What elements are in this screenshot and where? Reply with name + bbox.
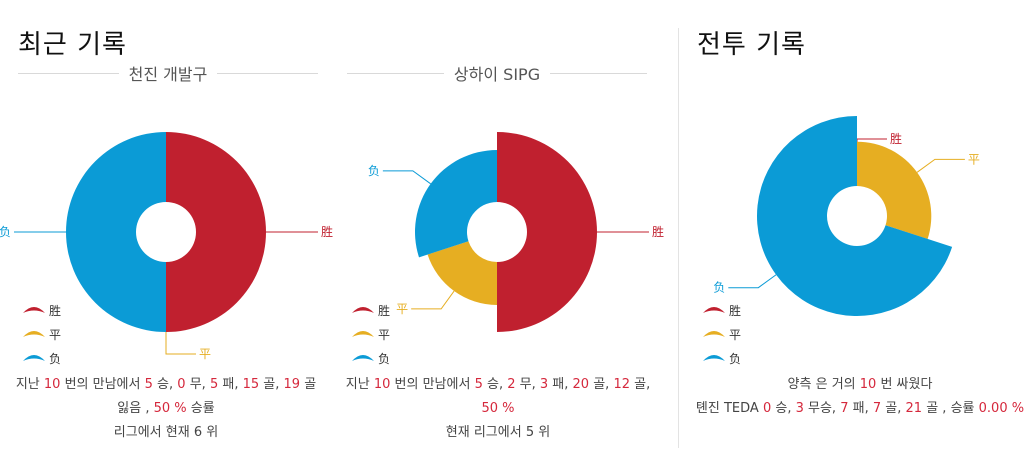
label-leader-line-loss <box>382 170 431 185</box>
pie-slice-draw[interactable] <box>427 241 497 305</box>
label-leader-line-draw <box>916 158 965 173</box>
slice-label-draw: 平 <box>199 347 211 361</box>
slice-label-draw: 平 <box>396 302 408 316</box>
h2h-stats-line2: 톈진 TEDA 0 승, 3 무승, 7 패, 7 골, 21 골 , 승률 0… <box>695 401 1025 416</box>
section-divider <box>678 28 679 448</box>
win-swatch-icon <box>23 307 45 313</box>
pie-slice-draw[interactable] <box>857 141 932 239</box>
legend-loss[interactable]: 负 <box>22 346 61 370</box>
label-leader-line-draw <box>165 332 196 355</box>
pie-slice-loss[interactable] <box>757 116 953 316</box>
pie-slice-loss[interactable] <box>66 132 166 332</box>
legend-loss[interactable]: 负 <box>702 346 741 370</box>
loss-swatch-icon <box>352 355 374 361</box>
team1-name: 천진 개발구 <box>128 65 208 84</box>
pie-center-hole <box>137 203 195 261</box>
draw-swatch-icon <box>352 331 374 337</box>
team2-stats: 지난 10 번의 만남에서 5 승, 2 무, 3 패, 20 골, 12 골,… <box>338 373 658 445</box>
slice-label-win: 胜 <box>652 224 664 239</box>
team2-name: 상하이 SIPG <box>453 65 541 84</box>
team1-stats-line2: 잃음 , 50 % 승률 <box>117 401 215 416</box>
team1-stats-line1: 지난 10 번의 만남에서 5 승, 0 무, 5 패, 15 골, 19 골 <box>15 377 317 392</box>
team2-pie-chart: 胜平 负 <box>368 132 664 332</box>
slice-label-loss: 负 <box>0 225 11 239</box>
team1-header: 천진 개발구 <box>18 62 318 84</box>
team2-stats-line2: 50 % <box>481 401 515 416</box>
legend-draw[interactable]: 平 <box>351 322 390 346</box>
team1-rank: 리그에서 현재 6 위 <box>113 425 219 440</box>
recent-record-title: 최근 기록 <box>18 30 127 60</box>
team1-legend: 胜 平 负 <box>22 298 61 370</box>
h2h-legend: 胜 平 负 <box>702 298 741 370</box>
legend-win[interactable]: 胜 <box>702 298 741 322</box>
loss-swatch-icon <box>703 355 725 361</box>
legend-draw[interactable]: 平 <box>22 322 61 346</box>
team2-header: 상하이 SIPG <box>347 62 648 84</box>
pie-slice-win[interactable] <box>166 132 266 332</box>
pie-center-hole <box>828 187 886 245</box>
slice-label-win: 胜 <box>321 224 333 239</box>
loss-swatch-icon <box>23 355 45 361</box>
team1-stats: 지난 10 번의 만남에서 5 승, 0 무, 5 패, 15 골, 19 골 … <box>10 373 322 445</box>
draw-swatch-icon <box>23 331 45 337</box>
h2h-stats-line1: 양측 은 거의 10 번 싸웠다 <box>787 377 933 392</box>
label-leader-line-loss <box>728 274 777 289</box>
draw-swatch-icon <box>703 331 725 337</box>
pie-center-hole <box>468 203 526 261</box>
pie-slice-win[interactable] <box>497 132 597 332</box>
slice-label-loss: 负 <box>368 164 380 178</box>
team2-rank: 현재 리그에서 5 위 <box>445 425 551 440</box>
legend-win[interactable]: 胜 <box>22 298 61 322</box>
slice-label-draw: 平 <box>968 152 980 166</box>
legend-loss[interactable]: 负 <box>351 346 390 370</box>
team2-legend: 胜 平 负 <box>351 298 390 370</box>
label-leader-line-draw <box>411 290 455 310</box>
h2h-pie-chart: 胜平负 <box>713 116 980 316</box>
win-swatch-icon <box>703 307 725 313</box>
h2h-record-title: 전투 기록 <box>697 30 806 60</box>
team2-stats-line1: 지난 10 번의 만남에서 5 승, 2 무, 3 패, 20 골, 12 골, <box>345 377 651 392</box>
team1-pie-chart: 胜平负 <box>0 132 333 361</box>
legend-draw[interactable]: 平 <box>702 322 741 346</box>
slice-label-loss: 负 <box>713 281 725 295</box>
slice-label-win: 胜 <box>890 131 902 146</box>
pie-slice-loss[interactable] <box>415 150 497 258</box>
legend-win[interactable]: 胜 <box>351 298 390 322</box>
win-swatch-icon <box>352 307 374 313</box>
h2h-stats: 양측 은 거의 10 번 싸웠다 톈진 TEDA 0 승, 3 무승, 7 패,… <box>692 373 1028 421</box>
